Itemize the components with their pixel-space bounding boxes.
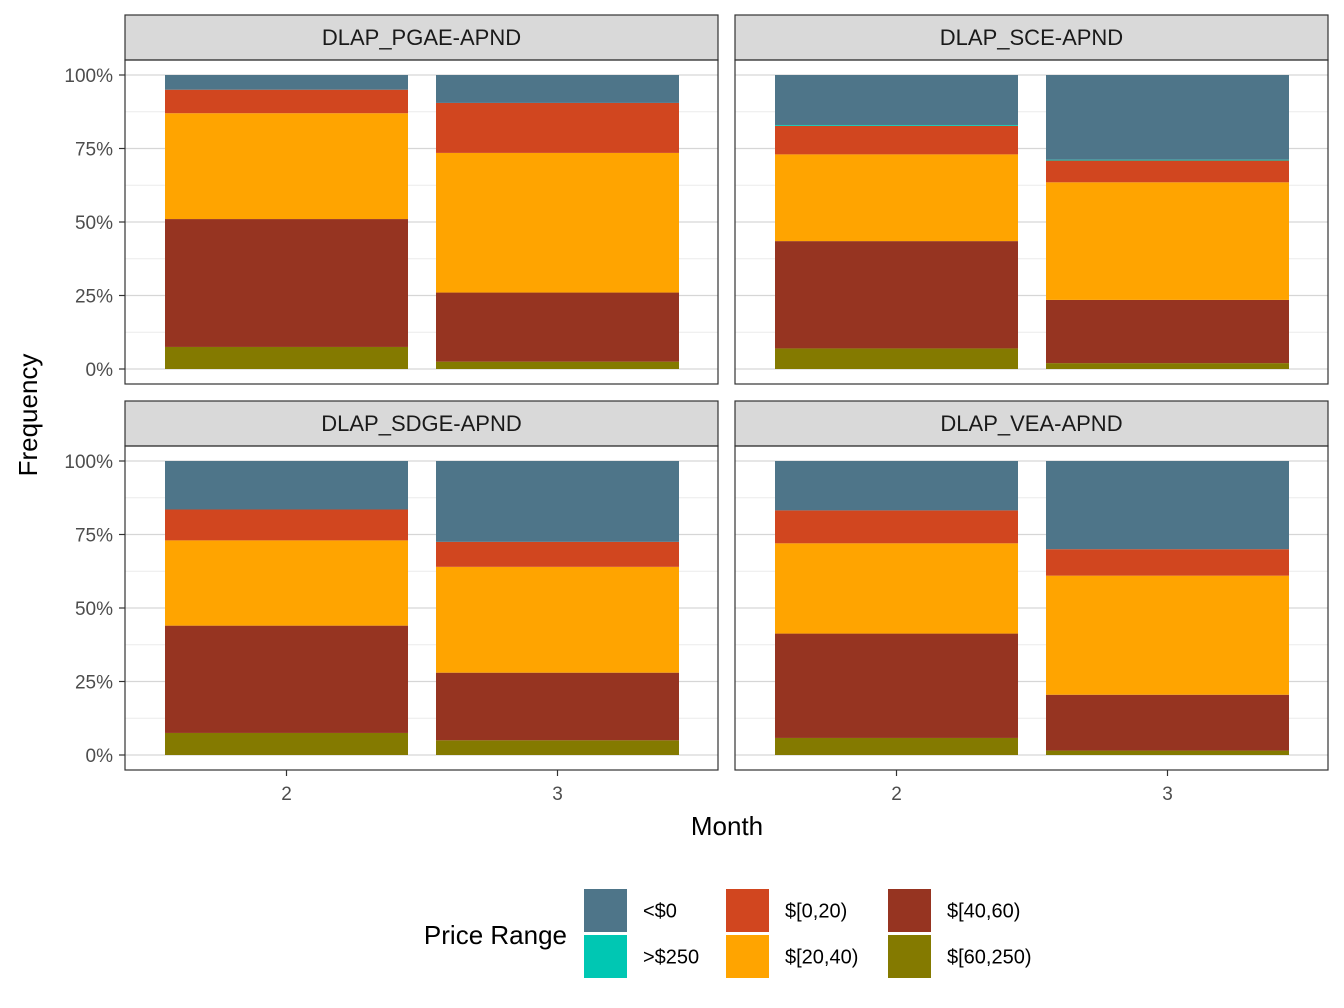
bar-segment	[165, 89, 408, 114]
legend: Price Range <$0 >$250 $[0,20) $[20,40) $[40,…	[424, 889, 1032, 978]
bar-segment	[165, 219, 408, 347]
bar-segment	[775, 124, 1018, 126]
panel-strip	[734, 14, 1329, 61]
bar-segment	[165, 540, 408, 626]
panels: DLAP_PGAE-APND 0% 25% 50% 75% 100% DLAP_SCE-AP…	[64, 14, 1329, 805]
panel: DLAP_VEA-APND 2 3	[734, 400, 1329, 805]
y-tick-label: 25%	[75, 673, 113, 694]
y-tick-label: 0%	[86, 360, 114, 381]
legend-label: $[40,60)	[947, 901, 1020, 923]
bar-segment	[775, 348, 1018, 369]
bar-segment	[1046, 575, 1289, 695]
y-tick-label: 100%	[64, 452, 113, 473]
bar-segment	[1046, 299, 1289, 364]
y-tick-label: 50%	[75, 599, 113, 620]
y-tick-label: 75%	[75, 140, 113, 161]
bar-segment	[436, 102, 679, 153]
legend-label: $[20,40)	[785, 947, 858, 969]
bar-segment	[1046, 75, 1289, 160]
legend-key	[888, 935, 931, 978]
legend-title: Price Range	[424, 920, 567, 950]
y-tick-label: 0%	[86, 746, 114, 767]
panel-border	[734, 59, 1329, 385]
bar-segment	[1046, 461, 1289, 550]
bar-segment	[165, 75, 408, 90]
bar-segment	[1046, 159, 1289, 161]
x-tick-label: 3	[552, 784, 563, 805]
bar-segment	[1046, 182, 1289, 300]
legend-key	[584, 935, 627, 978]
bar-segment	[775, 461, 1018, 511]
panel-strip-title: DLAP_PGAE-APND	[322, 25, 521, 50]
bar-segment	[436, 361, 679, 369]
y-tick-label: 75%	[75, 526, 113, 547]
panel: DLAP_SDGE-APND 0% 25% 50% 75% 100% 2 3	[64, 400, 719, 805]
y-tick-label: 50%	[75, 213, 113, 234]
bar-segment	[1046, 549, 1289, 576]
bar-segment	[165, 461, 408, 510]
panel: DLAP_SCE-APND	[734, 14, 1329, 385]
bar-segment	[775, 154, 1018, 242]
panel: DLAP_PGAE-APND 0% 25% 50% 75% 100%	[64, 14, 719, 385]
bar-segment	[436, 740, 679, 755]
x-tick-label: 2	[891, 784, 902, 805]
legend-key	[584, 889, 627, 932]
bar-segment	[436, 75, 679, 103]
bar-segment	[436, 672, 679, 741]
bar-segment	[165, 732, 408, 755]
bar-segment	[436, 541, 679, 567]
bar-segment	[1046, 694, 1289, 751]
legend-label: $[60,250)	[947, 947, 1032, 969]
x-axis-title: Month	[691, 811, 763, 841]
legend-label: $[0,20)	[785, 901, 847, 923]
panel-strip-title: DLAP_VEA-APND	[940, 411, 1122, 436]
panel-strip	[734, 400, 1329, 447]
bar-segment	[436, 152, 679, 293]
legend-key	[726, 889, 769, 932]
bar-segment	[165, 113, 408, 220]
bar-segment	[436, 461, 679, 542]
legend-key	[726, 935, 769, 978]
bar-segment	[436, 292, 679, 362]
y-tick-label: 100%	[64, 66, 113, 87]
legend-label: >$250	[643, 947, 699, 969]
bar-segment	[775, 75, 1018, 125]
y-axis-title: Frequency	[13, 354, 43, 477]
bar-segment	[165, 625, 408, 733]
panel-strip-title: DLAP_SDGE-APND	[321, 411, 522, 436]
bar-segment	[165, 346, 408, 369]
bar-segment	[1046, 160, 1289, 183]
x-tick-label: 2	[281, 784, 292, 805]
y-tick-label: 25%	[75, 287, 113, 308]
panel-strip	[124, 14, 719, 61]
legend-key	[888, 889, 931, 932]
bar-segment	[165, 509, 408, 541]
bar-segment	[775, 510, 1018, 544]
x-tick-label: 3	[1162, 784, 1173, 805]
panel-strip-title: DLAP_SCE-APND	[940, 25, 1123, 50]
bar-segment	[775, 125, 1018, 155]
bar-segment	[436, 566, 679, 673]
bar-segment	[775, 241, 1018, 349]
panel-border	[734, 445, 1329, 771]
bar-segment	[775, 737, 1018, 755]
bar-segment	[1046, 750, 1289, 755]
bar-segment	[1046, 363, 1289, 369]
legend-label: <$0	[643, 901, 677, 923]
bar-segment	[775, 543, 1018, 634]
bar-segment	[775, 633, 1018, 738]
